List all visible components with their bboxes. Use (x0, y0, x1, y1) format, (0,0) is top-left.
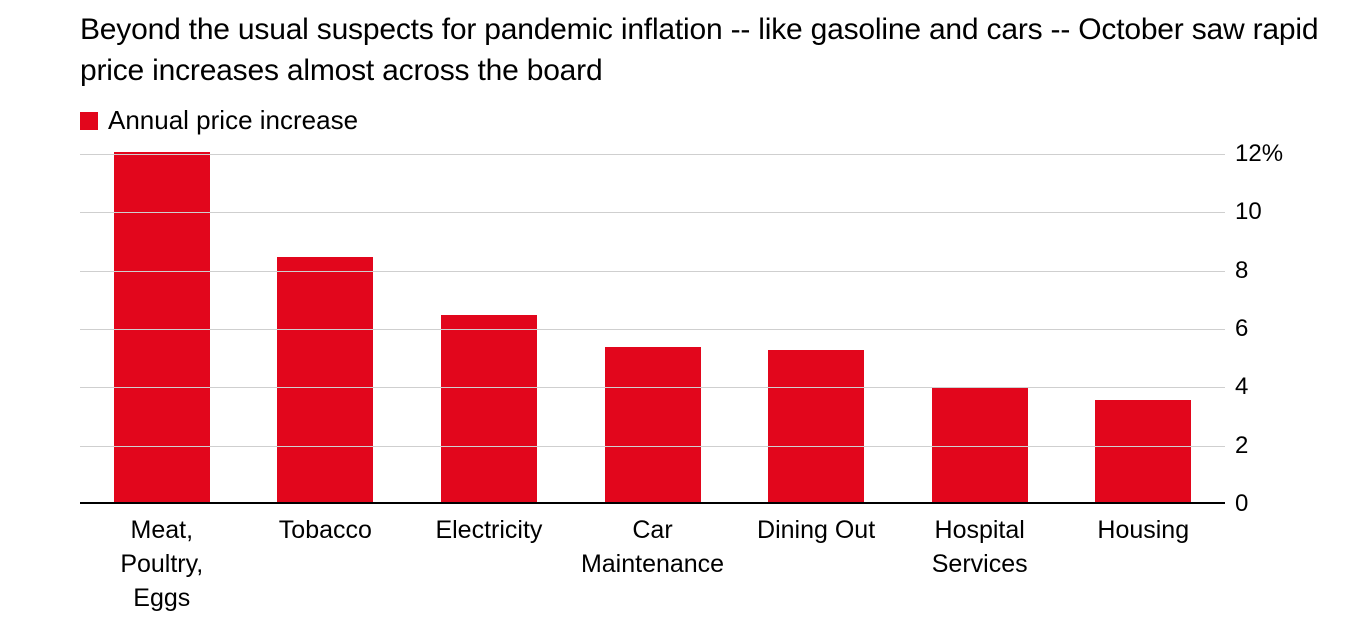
bars-container (80, 154, 1225, 502)
y-tick-label: 2 (1235, 432, 1248, 460)
gridline (80, 446, 1225, 447)
chart-title: Beyond the usual suspects for pandemic i… (80, 10, 1320, 91)
x-tick-label: Hospital Services (898, 514, 1062, 615)
y-tick-label: 4 (1235, 373, 1248, 401)
y-tick-label: 12% (1235, 140, 1283, 168)
bar-slot (571, 154, 735, 502)
gridline (80, 329, 1225, 330)
y-tick-label: 8 (1235, 257, 1248, 285)
legend-label: Annual price increase (108, 105, 358, 136)
chart: Meat,Poultry,EggsTobaccoElectricityCar M… (80, 154, 1300, 624)
bar (605, 347, 701, 502)
bar-slot (898, 154, 1062, 502)
bar (277, 257, 373, 502)
bar-slot (1061, 154, 1225, 502)
y-tick-label: 0 (1235, 490, 1248, 518)
legend: Annual price increase (80, 105, 1320, 136)
x-tick-label: Meat,Poultry,Eggs (80, 514, 244, 615)
x-axis-labels: Meat,Poultry,EggsTobaccoElectricityCar M… (80, 514, 1225, 615)
gridline (80, 387, 1225, 388)
bar (768, 350, 864, 502)
y-tick-label: 6 (1235, 315, 1248, 343)
bar-slot (244, 154, 408, 502)
bar-slot (734, 154, 898, 502)
bar (1095, 400, 1191, 502)
x-tick-label: Dining Out (734, 514, 898, 615)
gridline (80, 271, 1225, 272)
x-tick-label: Car Maintenance (571, 514, 735, 615)
legend-swatch (80, 112, 98, 130)
x-tick-label: Housing (1061, 514, 1225, 615)
bar (441, 315, 537, 502)
x-tick-label: Electricity (407, 514, 571, 615)
bar-slot (80, 154, 244, 502)
bar (114, 152, 210, 502)
y-tick-label: 10 (1235, 198, 1262, 226)
gridline (80, 154, 1225, 155)
bar-slot (407, 154, 571, 502)
plot-area (80, 154, 1225, 504)
gridline (80, 212, 1225, 213)
x-tick-label: Tobacco (244, 514, 408, 615)
